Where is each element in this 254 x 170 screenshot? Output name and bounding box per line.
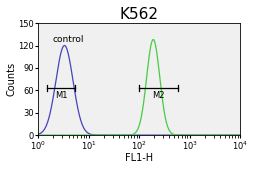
X-axis label: FL1-H: FL1-H — [124, 153, 153, 163]
Text: control: control — [52, 35, 84, 44]
Y-axis label: Counts: Counts — [7, 62, 17, 96]
Title: K562: K562 — [119, 7, 158, 22]
Text: M2: M2 — [152, 91, 164, 100]
Text: M1: M1 — [54, 91, 67, 100]
